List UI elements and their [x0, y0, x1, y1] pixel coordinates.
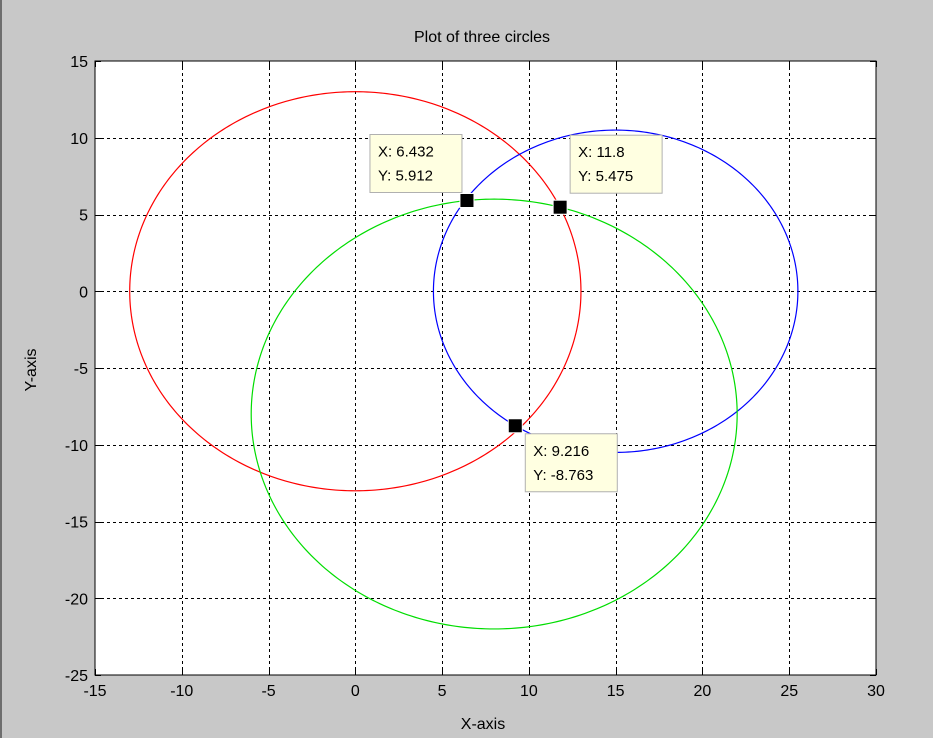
- y-tick-label: 5: [79, 208, 88, 225]
- x-tick-label: -5: [261, 683, 275, 700]
- x-axis-title: X-axis: [461, 716, 505, 733]
- x-tick-label: 5: [438, 683, 447, 700]
- y-tick-label: -25: [65, 668, 88, 685]
- y-axis-title: Y-axis: [23, 349, 40, 392]
- grid-lines: [95, 61, 876, 675]
- y-tick-labels: -25 -20 -15 -10 -5 0 5 10 15: [65, 54, 88, 685]
- x-tick-label: 15: [607, 683, 625, 700]
- y-tick-label: -10: [65, 438, 88, 455]
- chart-title: Plot of three circles: [414, 29, 550, 46]
- y-tick-label: -20: [65, 591, 88, 608]
- datatip[interactable]: X: 11.8 Y: 5.475: [552, 134, 663, 215]
- datatip[interactable]: X: 9.216 Y: -8.763: [507, 418, 618, 493]
- x-tick-label: 30: [867, 683, 885, 700]
- datatip-marker[interactable]: [552, 199, 568, 215]
- datatip-marker[interactable]: [507, 418, 523, 434]
- datatip-x-label: X: 11.8: [578, 144, 624, 161]
- datatip-box: [524, 433, 618, 493]
- datatip-box: [569, 134, 663, 194]
- x-tick-label: 0: [351, 683, 360, 700]
- series-circle-2: [432, 129, 799, 454]
- y-tick-label: -5: [74, 361, 88, 378]
- series-layer: [129, 91, 799, 630]
- x-tick-label: -15: [83, 683, 106, 700]
- x-tick-label: -10: [170, 683, 193, 700]
- x-tick-label: 10: [520, 683, 538, 700]
- x-tick-labels: -15 -10 -5 0 5 10 15 20 25 30: [83, 683, 885, 700]
- y-tick-label: -15: [65, 515, 88, 532]
- series-circle-3: [250, 198, 738, 630]
- datatip[interactable]: X: 6.432 Y: 5.912: [369, 134, 475, 209]
- tick-marks: [95, 61, 877, 676]
- y-tick-label: 15: [70, 54, 88, 71]
- datatip-marker[interactable]: [459, 193, 475, 209]
- datatip-x-label: X: 6.432: [378, 144, 434, 161]
- y-tick-label: 0: [79, 284, 88, 301]
- x-tick-label: 20: [694, 683, 712, 700]
- datatip-x-label: X: 9.216: [533, 443, 589, 460]
- datatip-box: [369, 134, 463, 194]
- datatip-y-label: Y: 5.912: [378, 168, 433, 185]
- series-circle-1: [129, 91, 582, 492]
- datatips: X: 6.432 Y: 5.912 X: 11.8 Y: 5.475 X: 9.216 Y…: [369, 134, 663, 493]
- datatip-y-label: Y: 5.475: [578, 168, 633, 185]
- x-tick-label: 25: [780, 683, 798, 700]
- datatip-y-label: Y: -8.763: [533, 467, 593, 484]
- y-tick-label: 10: [70, 131, 88, 148]
